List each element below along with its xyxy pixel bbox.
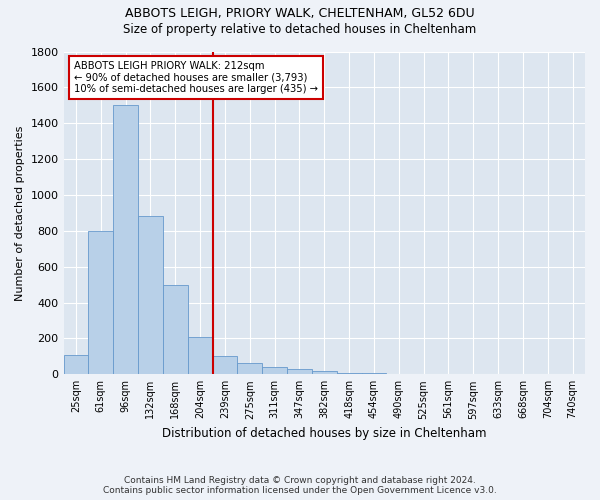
Text: Size of property relative to detached houses in Cheltenham: Size of property relative to detached ho…: [124, 22, 476, 36]
Bar: [188, 336, 212, 374]
Bar: [238, 362, 262, 374]
Text: ABBOTS LEIGH PRIORY WALK: 212sqm
← 90% of detached houses are smaller (3,793)
10: ABBOTS LEIGH PRIORY WALK: 212sqm ← 90% o…: [74, 61, 318, 94]
Bar: [287, 369, 312, 374]
Bar: [337, 372, 362, 374]
Bar: [113, 106, 138, 374]
Bar: [64, 354, 88, 374]
Bar: [312, 370, 337, 374]
Y-axis label: Number of detached properties: Number of detached properties: [15, 125, 25, 300]
Bar: [163, 284, 188, 374]
X-axis label: Distribution of detached houses by size in Cheltenham: Distribution of detached houses by size …: [162, 427, 487, 440]
Bar: [88, 231, 113, 374]
Bar: [262, 367, 287, 374]
Text: Contains HM Land Registry data © Crown copyright and database right 2024.
Contai: Contains HM Land Registry data © Crown c…: [103, 476, 497, 495]
Bar: [138, 216, 163, 374]
Text: ABBOTS LEIGH, PRIORY WALK, CHELTENHAM, GL52 6DU: ABBOTS LEIGH, PRIORY WALK, CHELTENHAM, G…: [125, 8, 475, 20]
Bar: [212, 356, 238, 374]
